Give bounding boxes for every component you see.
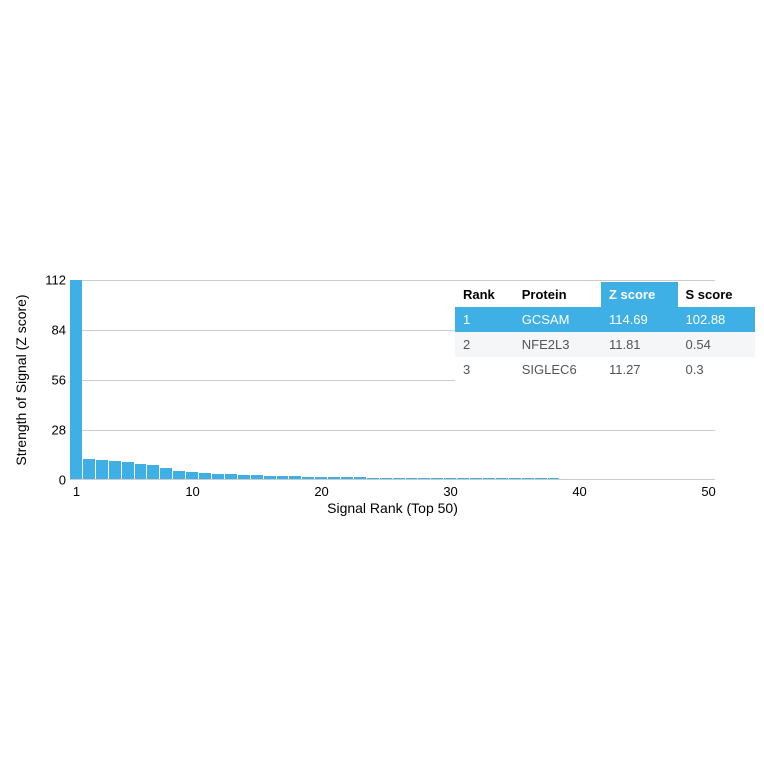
table-cell: GCSAM xyxy=(514,307,601,332)
table-cell: SIGLEC6 xyxy=(514,357,601,382)
x-tick-label: 1 xyxy=(73,484,80,499)
y-tick-label: 28 xyxy=(30,423,66,438)
table-cell: 114.69 xyxy=(601,307,678,332)
bar xyxy=(96,460,108,480)
table-row: 2NFE2L311.810.54 xyxy=(455,332,755,357)
table-col-header[interactable]: S score xyxy=(678,282,755,307)
x-axis-label: Signal Rank (Top 50) xyxy=(70,500,715,516)
bar xyxy=(109,461,121,480)
x-ticks: 1 10 20 30 40 50 xyxy=(70,484,715,500)
table-header-row: RankProteinZ scoreS score xyxy=(455,282,755,307)
table-cell: 2 xyxy=(455,332,514,357)
y-tick-label: 0 xyxy=(30,473,66,488)
table-cell: 11.81 xyxy=(601,332,678,357)
bar xyxy=(83,459,95,480)
x-tick-label: 20 xyxy=(314,484,328,499)
y-tick-label: 56 xyxy=(30,373,66,388)
bar xyxy=(135,464,147,480)
table-row: 3SIGLEC611.270.3 xyxy=(455,357,755,382)
x-tick-label: 40 xyxy=(572,484,586,499)
x-tick-label: 30 xyxy=(443,484,457,499)
table-col-header[interactable]: Rank xyxy=(455,282,514,307)
table-cell: 1 xyxy=(455,307,514,332)
bar xyxy=(122,462,134,480)
table-cell: 11.27 xyxy=(601,357,678,382)
y-tick-label: 84 xyxy=(30,323,66,338)
bar xyxy=(147,465,159,480)
x-tick-label: 50 xyxy=(701,484,715,499)
table-body: 1GCSAM114.69102.882NFE2L311.810.543SIGLE… xyxy=(455,307,755,382)
bar xyxy=(70,280,82,480)
figure-canvas: Strength of Signal (Z score) 0285684112 … xyxy=(0,0,764,764)
table-cell: 0.54 xyxy=(678,332,755,357)
table-row: 1GCSAM114.69102.88 xyxy=(455,307,755,332)
table-cell: 0.3 xyxy=(678,357,755,382)
table-col-header[interactable]: Z score xyxy=(601,282,678,307)
table-cell: NFE2L3 xyxy=(514,332,601,357)
table-col-header[interactable]: Protein xyxy=(514,282,601,307)
ranking-table: RankProteinZ scoreS score 1GCSAM114.6910… xyxy=(455,282,755,382)
table-cell: 3 xyxy=(455,357,514,382)
table-cell: 102.88 xyxy=(678,307,755,332)
x-tick-label: 10 xyxy=(185,484,199,499)
x-axis-baseline xyxy=(70,479,715,480)
y-tick-label: 112 xyxy=(30,273,66,288)
